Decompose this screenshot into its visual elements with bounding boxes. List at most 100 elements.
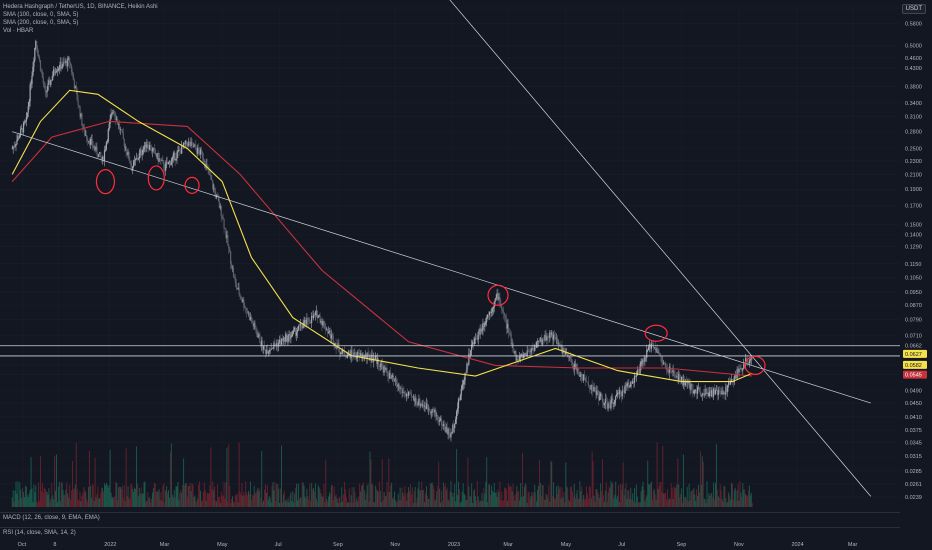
volume-bar bbox=[129, 497, 131, 507]
volume-bar bbox=[411, 487, 413, 507]
volume-bar bbox=[302, 482, 304, 507]
candle-body bbox=[595, 389, 597, 395]
volume-bar bbox=[181, 492, 183, 507]
volume-bar bbox=[414, 487, 416, 507]
price-tag-bg bbox=[903, 370, 927, 379]
volume-bar bbox=[62, 490, 64, 507]
volume-bar bbox=[25, 486, 27, 507]
macd-pane-separator[interactable] bbox=[0, 512, 900, 513]
candle-body bbox=[299, 323, 301, 327]
volume-bar bbox=[244, 495, 246, 507]
volume-bar bbox=[560, 498, 562, 507]
candle-body bbox=[494, 299, 496, 302]
candle-body bbox=[431, 409, 433, 413]
volume-bar bbox=[202, 492, 204, 507]
x-tick-label: Oct bbox=[18, 542, 27, 548]
volume-bar bbox=[409, 491, 411, 507]
volume-bar bbox=[725, 498, 727, 507]
candle-body bbox=[100, 152, 102, 157]
candle-body bbox=[30, 83, 32, 85]
candle-body bbox=[371, 354, 373, 362]
candle-body bbox=[162, 160, 164, 162]
volume-bar bbox=[396, 501, 398, 507]
candle-body bbox=[282, 337, 284, 341]
candle-body bbox=[400, 388, 402, 390]
volume-bar bbox=[519, 500, 521, 507]
volume-bar bbox=[56, 502, 58, 507]
volume-bar bbox=[105, 482, 107, 507]
candle-body bbox=[470, 349, 472, 356]
volume-bar bbox=[330, 485, 332, 507]
candle-body bbox=[262, 345, 265, 350]
candle-body bbox=[715, 389, 718, 391]
candle-body bbox=[617, 392, 620, 395]
volume-bar bbox=[682, 502, 684, 507]
candle-body bbox=[404, 393, 406, 396]
candle-body bbox=[86, 134, 88, 139]
candle-body bbox=[691, 384, 693, 385]
volume-bar bbox=[741, 497, 743, 507]
volume-bar bbox=[263, 500, 265, 507]
candle-body bbox=[214, 191, 217, 198]
candle-body bbox=[139, 150, 141, 154]
volume-bar bbox=[704, 499, 706, 507]
volume-bar bbox=[468, 486, 470, 507]
sma100-legend: SMA (100, close, 0, SMA, 5) bbox=[3, 12, 79, 18]
candle-body bbox=[199, 149, 202, 155]
volume-bar bbox=[288, 502, 290, 507]
volume-bar bbox=[505, 487, 507, 507]
volume-bar bbox=[152, 488, 154, 507]
candle-body bbox=[286, 334, 288, 343]
volume-bar bbox=[586, 493, 588, 507]
candle-body bbox=[568, 357, 571, 358]
candle-body bbox=[511, 343, 513, 345]
candle-body bbox=[252, 322, 254, 327]
candle-body bbox=[560, 344, 562, 346]
volume-bar bbox=[427, 499, 429, 507]
candle-body bbox=[123, 138, 125, 147]
candle-body bbox=[427, 408, 429, 410]
candle-body bbox=[608, 403, 610, 406]
candle-body bbox=[206, 164, 208, 167]
volume-bar bbox=[72, 489, 74, 507]
candle-body bbox=[95, 146, 97, 151]
volume-bar bbox=[39, 501, 41, 507]
volume-bar bbox=[520, 483, 522, 507]
volume-bar bbox=[131, 484, 133, 507]
volume-bar bbox=[501, 491, 503, 507]
volume-bar bbox=[57, 486, 59, 507]
candle-body bbox=[96, 146, 98, 155]
volume-bar bbox=[535, 492, 537, 507]
currency-button[interactable]: USDT bbox=[901, 4, 926, 14]
volume-bar bbox=[120, 488, 122, 507]
candle-body bbox=[151, 148, 154, 152]
candle-body bbox=[518, 359, 520, 361]
candle-body bbox=[603, 403, 605, 405]
volume-bar bbox=[559, 486, 561, 507]
volume-bar bbox=[321, 496, 323, 507]
rsi-pane-separator[interactable] bbox=[0, 527, 900, 528]
candle-body bbox=[317, 315, 319, 319]
candle-body bbox=[738, 368, 740, 373]
volume-bar bbox=[109, 449, 111, 507]
candle-body bbox=[626, 384, 628, 387]
x-tick-label: Jul bbox=[618, 542, 625, 548]
volume-bar bbox=[269, 497, 271, 507]
volume-bar bbox=[671, 487, 673, 507]
x-tick-label: May bbox=[561, 542, 572, 548]
candle-body bbox=[230, 263, 233, 268]
candle-body bbox=[115, 116, 117, 121]
volume-bar bbox=[607, 492, 609, 507]
volume-bar bbox=[174, 497, 176, 507]
volume-bar bbox=[529, 499, 531, 507]
volume-bar bbox=[530, 496, 532, 507]
candle-body bbox=[23, 122, 26, 123]
y-tick-label: 0.0710 bbox=[905, 333, 922, 339]
volume-bar bbox=[682, 454, 684, 507]
candle-body bbox=[461, 384, 463, 389]
volume-bar bbox=[44, 489, 46, 507]
volume-bar bbox=[598, 494, 600, 507]
x-tick-label: Nov bbox=[734, 542, 744, 548]
volume-bar bbox=[442, 482, 444, 507]
